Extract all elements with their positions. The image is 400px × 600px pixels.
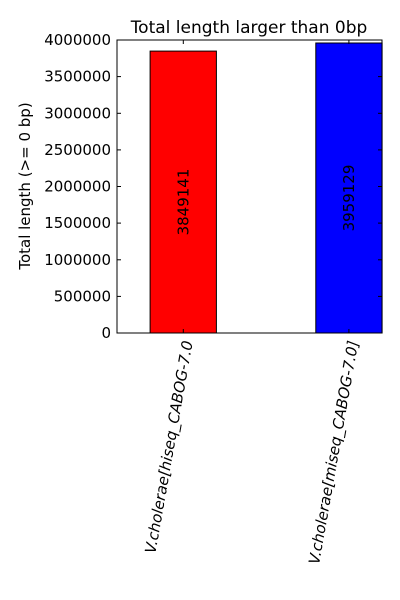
y-tick-label-1: 500000 (54, 287, 111, 305)
y-axis-label: Total length (>= 0 bp) (16, 102, 34, 270)
bar-value-label-2: 3959129 (340, 165, 358, 232)
y-tick-label-6: 3000000 (44, 104, 111, 122)
y-axis: 0 500000 1000000 1500000 2000000 2500000 30000… (44, 31, 382, 342)
bar-value-label-1: 3849141 (174, 169, 192, 236)
plot-area: 3849141 3959129 (149, 42, 383, 334)
chart-title: Total length larger than 0bp (130, 18, 368, 38)
x-tick-label-1: V.cholerae[hiseq_CABOG-7.0 (142, 339, 198, 555)
y-tick-label-7: 3500000 (44, 68, 111, 86)
y-tick-label-4: 2000000 (44, 178, 111, 196)
bar-1 (149, 50, 217, 334)
y-tick-label-5: 2500000 (44, 141, 111, 159)
bar-2 (315, 42, 383, 334)
y-tick-label-0: 0 (101, 324, 111, 342)
y-tick-label-3: 1500000 (44, 214, 111, 232)
y-tick-label-8: 4000000 (44, 31, 111, 49)
y-tick-label-2: 1000000 (44, 251, 111, 269)
x-tick-label-2: V.cholerae[miseq_CABOG-7.0] (305, 339, 363, 565)
